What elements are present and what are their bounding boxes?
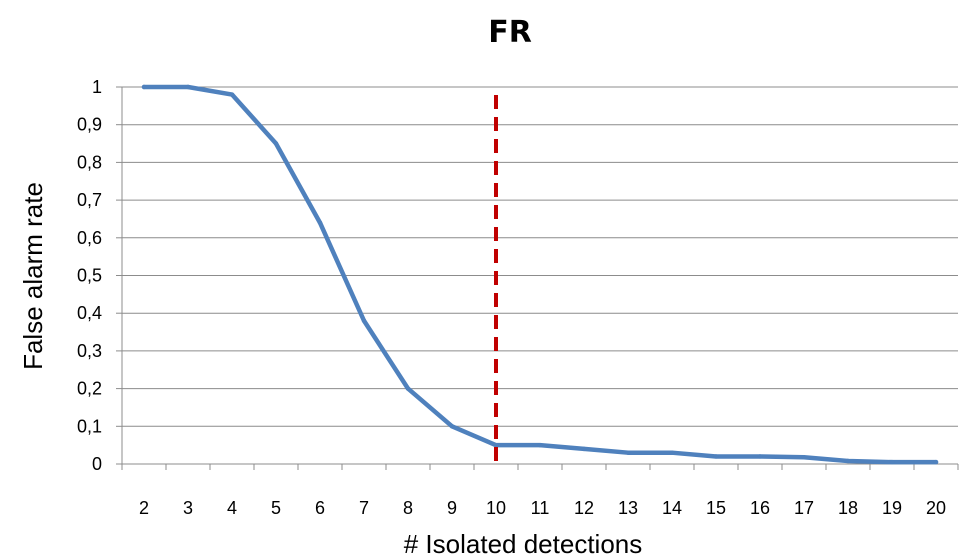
y-tick-label: 0,8	[77, 152, 102, 172]
y-tick-label: 0,2	[77, 379, 102, 399]
x-tick-label: 11	[531, 498, 550, 518]
x-tick-label: 9	[447, 498, 457, 518]
x-tick-labels: 2 3 4 5 6 7 8 9 10 11 12 13 14 15 16 17 18 19 20	[139, 498, 946, 518]
data-point	[229, 92, 235, 97]
y-tick-label: 0,7	[77, 190, 102, 210]
x-tick-label: 18	[838, 498, 858, 518]
data-point	[361, 318, 367, 323]
y-tick-label: 0,9	[77, 115, 102, 135]
x-tick-label: 7	[359, 498, 369, 518]
gridlines	[122, 86, 958, 427]
y-tick-label: 0,5	[77, 266, 102, 286]
data-point	[933, 459, 939, 465]
data-point	[801, 455, 807, 460]
series-line-0	[141, 84, 939, 465]
x-tick-label: 16	[750, 498, 770, 518]
chart-title: FR	[488, 15, 532, 50]
data-point	[889, 459, 895, 465]
data-point	[669, 450, 675, 455]
x-tick-label: 13	[618, 498, 638, 518]
y-tick-label: 0,6	[77, 228, 102, 248]
data-point	[713, 454, 719, 459]
y-tick-label: 1	[92, 77, 102, 97]
data-point	[581, 446, 587, 452]
y-tick-labels: 0 0,1 0,2 0,3 0,4 0,5 0,6 0,7 0,8 0,9 1	[77, 77, 102, 474]
data-point	[449, 424, 455, 429]
x-tick-label: 6	[315, 498, 325, 518]
data-point	[757, 454, 763, 459]
data-point	[493, 442, 499, 448]
series-layer	[141, 84, 939, 465]
y-axis-label: False alarm rate	[18, 182, 48, 370]
x-tick-label: 2	[139, 498, 149, 518]
x-tick-label: 5	[271, 498, 281, 518]
x-tick-label: 17	[794, 498, 814, 518]
data-point	[317, 220, 323, 225]
x-tick-label: 3	[183, 498, 193, 518]
x-tick-label: 8	[403, 498, 413, 518]
y-tick-label: 0	[92, 454, 102, 474]
x-tick-label: 15	[706, 498, 726, 518]
axes	[116, 86, 959, 470]
data-point	[141, 84, 147, 90]
data-point	[185, 84, 191, 90]
data-point	[405, 386, 411, 391]
y-tick-label: 0,3	[77, 341, 102, 361]
x-tick-label: 14	[662, 498, 682, 518]
x-tick-label: 20	[926, 498, 946, 518]
y-tick-label: 0,4	[77, 303, 102, 323]
data-point	[537, 442, 543, 448]
data-point	[273, 141, 279, 146]
x-tick-label: 10	[486, 498, 506, 518]
x-tick-label: 19	[882, 498, 902, 518]
data-point	[625, 450, 631, 455]
x-tick-label: 4	[227, 498, 237, 518]
x-tick-label: 12	[574, 498, 594, 518]
y-tick-label: 0,1	[77, 416, 102, 436]
data-point	[845, 458, 851, 464]
x-axis-label: # Isolated detections	[404, 529, 643, 559]
